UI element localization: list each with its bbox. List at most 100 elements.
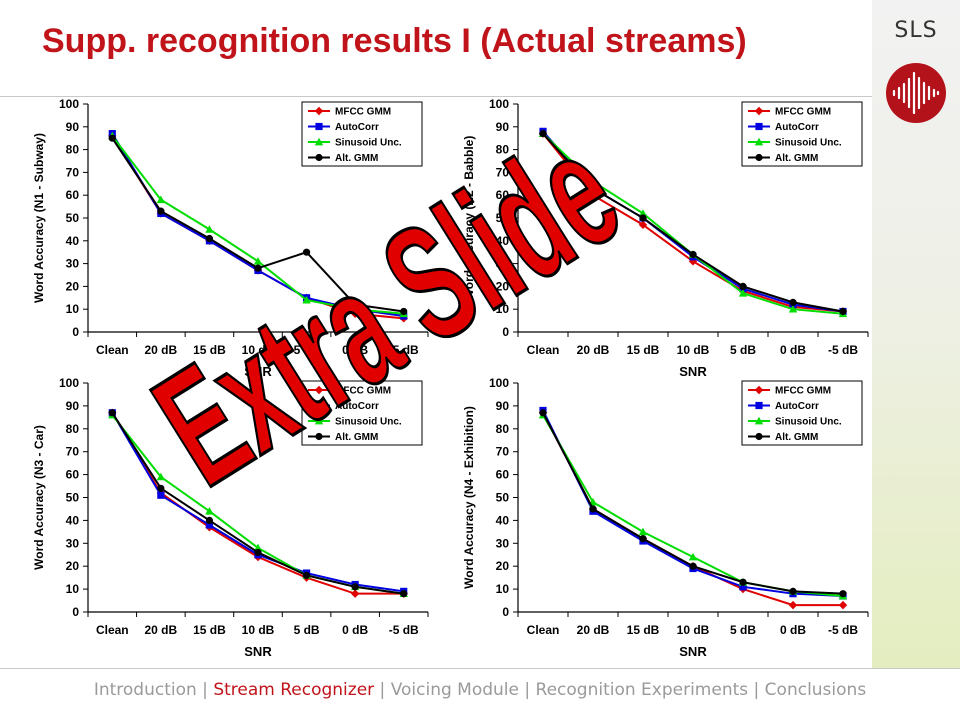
data-point-3 — [588, 177, 598, 185]
data-point-4 — [639, 214, 647, 222]
data-point-1 — [638, 220, 648, 230]
y-tick-label: 10 — [496, 582, 510, 596]
data-point-3 — [205, 225, 214, 233]
data-point-4 — [839, 590, 847, 598]
y-tick-label: 40 — [66, 234, 80, 248]
x-tick-label: 0 dB — [342, 343, 368, 357]
y-axis-title: Word Accuracy (N1 - Subway) — [32, 133, 46, 303]
x-tick-label: 20 dB — [577, 623, 610, 637]
x-tick-label: -5 dB — [389, 343, 419, 357]
footer-separator: | — [748, 680, 765, 700]
legend-label: Alt. GMM — [335, 432, 378, 443]
data-point-4 — [639, 535, 647, 543]
x-tick-label: 10 dB — [242, 623, 275, 637]
y-tick-label: 30 — [66, 257, 80, 271]
legend-label: MFCC GMM — [335, 107, 391, 118]
legend-box — [741, 380, 863, 446]
data-point-3 — [156, 195, 166, 204]
legend-label: AutoCorr — [775, 122, 819, 133]
data-point-3 — [788, 305, 798, 313]
y-tick-label: 80 — [496, 143, 510, 157]
x-tick-label: 0 dB — [780, 623, 806, 637]
data-point-4 — [400, 307, 408, 316]
data-point-4 — [789, 298, 797, 306]
data-point-3 — [253, 543, 263, 552]
data-point-4 — [539, 130, 547, 138]
sidebar-panel: SLS — [872, 0, 960, 668]
y-tick-label: 60 — [66, 468, 80, 482]
sls-logo-icon — [886, 63, 946, 123]
data-point-4 — [108, 134, 116, 142]
data-point-4 — [400, 590, 408, 598]
chart-panel-2: 0 10 20 30 40 50 60 70 80 90 100 Clean 20 dB 15 dB 10 … — [462, 97, 869, 379]
footer-nav-item[interactable]: Recognition Experiments — [535, 680, 749, 700]
legend-marker — [754, 106, 764, 116]
x-tick-label: 15 dB — [627, 343, 660, 357]
data-point-1 — [838, 600, 848, 610]
y-tick-label: 50 — [66, 491, 80, 505]
legend-label: Alt. GMM — [775, 432, 818, 443]
y-axis-title: Word Accuracy (N2 - Babble) — [462, 136, 476, 301]
data-point-3 — [253, 257, 263, 265]
data-point-1 — [788, 600, 798, 610]
header-divider — [0, 96, 872, 97]
y-tick-label: 10 — [66, 582, 80, 596]
x-tick-label: -5 dB — [389, 623, 419, 637]
data-point-4 — [739, 578, 747, 586]
x-tick-label: Clean — [96, 623, 129, 637]
legend-marker — [315, 122, 323, 131]
y-tick-label: 30 — [66, 536, 80, 550]
legend-label: MFCC GMM — [335, 386, 391, 397]
data-point-4 — [589, 184, 597, 192]
chart-panel-1: 0 10 20 30 40 50 60 70 80 90 100 Clean 20 dB 15 dB 10 … — [32, 97, 429, 379]
y-tick-label: 40 — [496, 513, 510, 527]
y-tick-label: 0 — [72, 605, 79, 619]
y-tick-label: 20 — [66, 279, 80, 293]
footer-nav-item[interactable]: Conclusions — [764, 680, 867, 700]
footer-separator: | — [374, 680, 391, 700]
y-tick-label: 80 — [66, 422, 80, 436]
data-point-3 — [738, 289, 748, 297]
x-tick-label: 20 dB — [577, 343, 610, 357]
x-tick-label: 20 dB — [145, 343, 178, 357]
legend-label: Alt. GMM — [335, 153, 378, 164]
y-tick-label: 60 — [496, 468, 510, 482]
x-tick-label: 10 dB — [677, 623, 710, 637]
legend-box — [301, 380, 423, 446]
data-point-4 — [689, 250, 697, 259]
data-point-2 — [157, 491, 165, 499]
y-tick-label: 40 — [496, 234, 510, 248]
chart-panel-4: 0 10 20 30 40 50 60 70 80 90 100 Clean 20 dB 15 dB 10 … — [462, 376, 869, 659]
x-tick-label: Clean — [527, 343, 560, 357]
footer-nav-item[interactable]: Introduction — [93, 680, 197, 700]
data-point-1 — [588, 191, 598, 200]
data-point-4 — [739, 282, 747, 290]
x-tick-label: 10 dB — [242, 343, 275, 357]
y-tick-label: 60 — [496, 188, 510, 202]
y-tick-label: 70 — [66, 165, 80, 179]
data-point-4 — [789, 587, 797, 595]
data-point-2 — [205, 521, 214, 529]
data-point-4 — [108, 409, 116, 417]
data-point-4 — [254, 548, 262, 557]
x-tick-label: -5 dB — [828, 343, 858, 357]
data-point-3 — [638, 209, 648, 217]
x-tick-label: 5 dB — [730, 343, 756, 357]
legend-box — [301, 101, 423, 167]
y-tick-label: 0 — [502, 325, 509, 339]
y-tick-label: 50 — [496, 491, 510, 505]
y-tick-label: 20 — [66, 559, 80, 573]
data-point-4 — [157, 484, 165, 492]
footer-nav-item[interactable]: Stream Recognizer — [213, 680, 375, 700]
y-tick-label: 30 — [496, 257, 510, 271]
data-point-3 — [156, 472, 166, 481]
footer-navigation: Introduction | Stream Recognizer | Voici… — [0, 680, 960, 700]
legend-label: Sinusoid Unc. — [335, 138, 402, 149]
footer-nav-item[interactable]: Voicing Module — [390, 680, 519, 700]
legend-marker — [755, 122, 763, 131]
legend-marker — [755, 432, 763, 441]
data-point-4 — [302, 571, 311, 579]
legend-marker — [315, 401, 323, 410]
y-tick-label: 20 — [496, 559, 510, 573]
data-point-4 — [254, 264, 262, 272]
